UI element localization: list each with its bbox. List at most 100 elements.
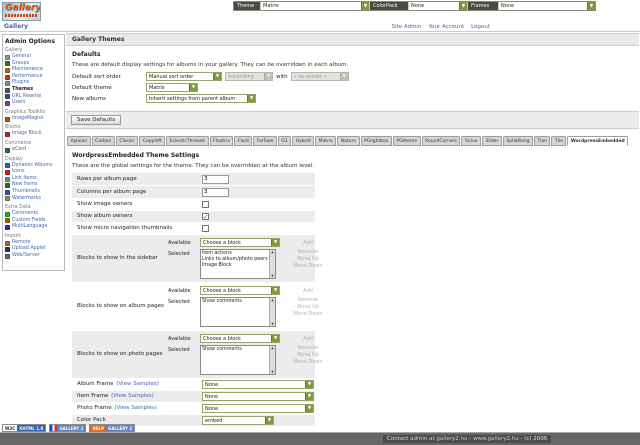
blocks-to-show-on-photo-pages-selected-list[interactable]: Show comments ▲ ▼ [200,345,276,375]
tab-carbon[interactable]: Carbon [91,136,115,146]
sidebar-item-dynamic-albums[interactable]: Dynamic Albums [5,163,63,170]
tab-roundcorners[interactable]: RoundCorners [421,136,461,146]
default-sort-order-select[interactable]: Manual sort order ▼ [146,72,222,81]
item-frame-select[interactable]: None ▼ [202,392,314,401]
blocks-to-show-on-album-pages-available-select[interactable]: Choose a block ▼ [200,286,280,295]
new-albums-select[interactable]: Inherit settings from parent album ▼ [146,94,256,103]
columns-per-album-page-input[interactable] [202,187,229,197]
sidebar-item-new-items[interactable]: New Items [5,182,63,189]
sidebar-item-users[interactable]: Users [5,100,63,107]
view-samples-link[interactable]: (View Samples) [114,405,157,412]
listbox-item[interactable]: Show comments [202,299,242,304]
tab-copyleft[interactable]: Copyleft [139,136,166,146]
save-defaults-button[interactable]: Save Defaults [71,115,122,125]
listbox-item[interactable]: Image Block [202,263,232,268]
tab-floatrix[interactable]: Floatrix [209,136,234,146]
sidebar-item-remote[interactable]: Remote [5,240,63,247]
add-link: Add [303,288,313,294]
ecard-icon [5,147,10,153]
colorpack-select[interactable]: None ▼ [409,2,467,10]
tab-eclecticthreads[interactable]: EclecticThreads [166,136,209,146]
breadcrumb-gallery-link[interactable]: Gallery [4,23,29,30]
listbox-scrollbar[interactable]: ▲ ▼ [269,250,275,278]
footer-site-link[interactable]: www.gallery2.hu [472,435,519,442]
tab-classic[interactable]: Classic [115,136,139,146]
scroll-up-icon: ▲ [271,298,274,302]
sidebar-item-web-server[interactable]: Web/Server [5,253,63,260]
sidebar-item-icons[interactable]: Icons [5,169,63,176]
sidebar-item-performance[interactable]: Performance [5,74,63,81]
sidebar-item-plugins[interactable]: Plugins [5,80,63,87]
tab-ajaxian[interactable]: Ajaxian [67,136,91,146]
sidebar-item-upload-applet[interactable]: Upload Applet [5,246,63,253]
blocks-to-show-on-album-pages-selected-list[interactable]: Show comments ▲ ▼ [200,297,276,327]
gallery-logo[interactable]: Gallery [2,2,41,21]
sidebar-item-watermarks[interactable]: Watermarks [5,196,63,203]
show-image-owners-checkbox[interactable] [202,201,209,208]
listbox-item[interactable]: Show comments [202,347,242,352]
show-album-owners-checkbox[interactable]: ✓ [202,212,209,221]
view-samples-link[interactable]: (View Samples) [116,381,159,388]
album-frame-label: Album Frame (View Samples) [72,381,202,388]
watermarks-icon [5,196,10,202]
tab-forsale[interactable]: ForSale [253,136,277,146]
album-frame-select[interactable]: None ▼ [202,380,314,389]
sidebar-item-thumbnails[interactable]: Thumbnails [5,189,63,196]
sidebar-item-imagemagick[interactable]: ImageMagick [5,116,63,123]
listbox-item[interactable]: Links to album/photo peers [202,257,268,262]
sidebar-item-multilanguage[interactable]: MultiLanguage [5,224,63,231]
listbox-scrollbar[interactable]: ▲ ▼ [269,298,275,326]
blocks-to-show-in-the-sidebar-selected-list[interactable]: Item actions Links to album/photo peers Im… [200,249,276,279]
sidebar-item-general[interactable]: General [5,54,63,61]
footer-admin-link[interactable]: admin at gallery2.hu [410,435,468,442]
tab-slider[interactable]: Slider [482,136,502,146]
theme-select[interactable]: Matrix ▼ [261,2,369,10]
tab-hybrid[interactable]: Hybrid [292,136,315,146]
tab-nature[interactable]: Nature [337,136,360,146]
sidebar-item-comments[interactable]: Comments [5,211,63,218]
xhtml-badge[interactable]: W3C XHTML 1.0 [2,424,47,432]
listbox-item[interactable]: Item actions [202,251,232,256]
tab-g1[interactable]: G1 [277,136,292,146]
gallery-badge[interactable]: GALLERY 2 [49,424,87,432]
thumbnails-icon [5,189,10,195]
tab-siriux[interactable]: Siriux [461,136,482,146]
tab-fluid[interactable]: Fluid [234,136,253,146]
photo-frame-select[interactable]: None ▼ [202,404,314,413]
frames-select[interactable]: None ▼ [499,2,595,10]
add-link: Add [303,240,313,246]
rows-per-album-page-input[interactable] [202,174,229,184]
listbox-items: Item actions Links to album/photo peers Im… [201,250,269,278]
color-pack-select[interactable]: embed ▼ [202,416,274,425]
sidebar-item-themes[interactable]: Themes [5,87,63,94]
sidebar-item-image-block[interactable]: Image Block [5,131,63,138]
tab-splatbang[interactable]: SplatBang [502,136,533,146]
sidebar-item-label: Thumbnails [12,188,40,194]
tab-pglightbox[interactable]: PGlightbox [360,136,392,146]
tab-tian[interactable]: Tian [533,136,551,146]
sidebar-item-link-items[interactable]: Link Items [5,176,63,183]
sidebar-item-custom-fields[interactable]: Custom Fields [5,218,63,225]
tab-matrix[interactable]: Matrix [315,136,337,146]
sidebar-item-ecard[interactable]: eCard [5,147,63,154]
sidebar-item-url-rewrite[interactable]: URL Rewrite [5,94,63,101]
sidebar-item-maintenance[interactable]: Maintenance [5,67,63,74]
tab-tile[interactable]: Tile [551,136,567,146]
user-link-logout[interactable]: Logout [471,24,490,30]
sidebar-item-groups[interactable]: Groups [5,61,63,68]
tab-pgtheme[interactable]: PGtheme [392,136,421,146]
tab-wordpressembedded[interactable]: WordpressEmbedded [567,136,629,146]
badge-segment: W3C [3,425,18,431]
view-samples-link[interactable]: (View Samples) [111,393,154,400]
show-micro-navigation-thumbnails-checkbox[interactable] [202,225,209,232]
blocks-to-show-on-photo-pages-available-select[interactable]: Choose a block ▼ [200,334,280,343]
user-link-site-admin[interactable]: Site Admin [391,24,422,30]
blocks-to-show-in-the-sidebar-available-select[interactable]: Choose a block ▼ [200,238,280,247]
default-theme-select[interactable]: Matrix ▼ [146,83,198,92]
chevron-down-icon: ▼ [264,73,272,80]
help-gallery-badge[interactable]: HELP GALLERY 2 [89,424,136,432]
listbox-scrollbar[interactable]: ▲ ▼ [269,346,275,374]
user-link-your-account[interactable]: Your Account [428,24,465,30]
defaults-heading: Defaults [72,51,101,58]
item-frame-select-value: None [205,393,219,400]
